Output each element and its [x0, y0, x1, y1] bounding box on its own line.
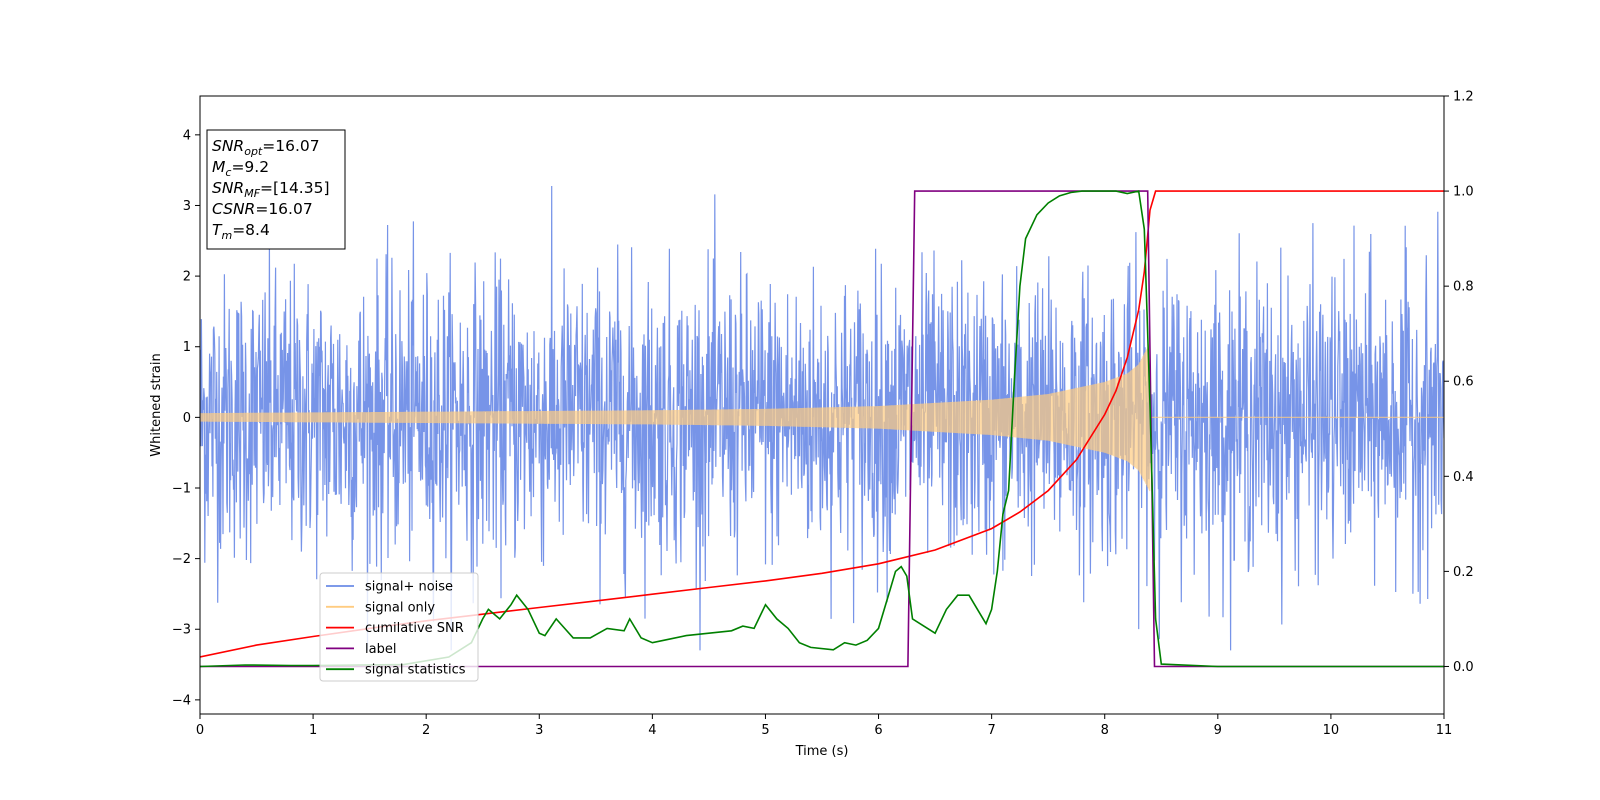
- y-tick-label: 2: [183, 270, 191, 285]
- x-tick-label: 0: [196, 723, 204, 738]
- y2-tick-label: 0.6: [1453, 375, 1474, 390]
- y-tick-label: 3: [183, 199, 191, 214]
- y2-tick-label: 1.2: [1453, 90, 1474, 105]
- info-row: SNRopt=16.07: [212, 137, 320, 158]
- info-row: Tm=8.4: [212, 221, 270, 242]
- x-tick-label: 1: [309, 723, 317, 738]
- signal-only-series: [200, 344, 1444, 492]
- x-tick-label: 6: [874, 723, 882, 738]
- y-axis-left: −4 −3 −2 −1 0 1 2 3 4: [172, 128, 200, 708]
- y-axis-label: Whitened strain: [149, 353, 164, 456]
- legend-label: label: [365, 642, 396, 657]
- x-tick-label: 4: [648, 723, 656, 738]
- info-row: CSNR=16.07: [212, 200, 313, 218]
- x-tick-label: 10: [1323, 723, 1340, 738]
- legend-label: signal statistics: [365, 663, 466, 678]
- y-tick-label: −2: [172, 552, 191, 567]
- signal-statistics-series: [200, 190, 1444, 668]
- x-tick-label: 3: [535, 723, 543, 738]
- legend-label: signal only: [365, 600, 435, 615]
- y-axis-right: 0.0 0.2 0.4 0.6 0.8 1.0 1.2: [1444, 90, 1474, 675]
- info-box: SNRopt=16.07Mc=9.2SNRMF=[14.35]CSNR=16.0…: [206, 129, 346, 250]
- legend-label: cumilative SNR: [365, 621, 464, 636]
- legend-label: signal+ noise: [365, 580, 453, 595]
- x-tick-label: 2: [422, 723, 430, 738]
- y-tick-label: −1: [172, 481, 191, 496]
- x-tick-label: 11: [1436, 723, 1453, 738]
- y-tick-label: 1: [183, 340, 191, 355]
- y2-tick-label: 0.4: [1453, 470, 1474, 485]
- signal-plus-noise-series: [200, 185, 1444, 651]
- info-row: SNRMF=[14.35]: [212, 179, 330, 200]
- y-tick-label: 4: [183, 128, 191, 143]
- x-axis-label: Time (s): [795, 744, 849, 759]
- info-row: Mc=9.2: [212, 158, 269, 179]
- y2-tick-label: 0.2: [1453, 565, 1474, 580]
- plot-frame: [199, 95, 1445, 715]
- x-tick-label: 5: [761, 723, 769, 738]
- x-tick-label: 8: [1101, 723, 1109, 738]
- y-tick-label: −3: [172, 623, 191, 638]
- x-tick-label: 7: [987, 723, 995, 738]
- y2-tick-label: 0.8: [1453, 280, 1474, 295]
- x-tick-label: 9: [1214, 723, 1222, 738]
- legend: signal+ noise signal only cumilative SNR la…: [319, 572, 479, 682]
- y-tick-label: 0: [183, 411, 191, 426]
- x-axis: 0 1 2 3 4 5 6 7 8 9 10 11: [196, 714, 1452, 738]
- y2-tick-label: 0.0: [1453, 660, 1474, 675]
- y2-tick-label: 1.0: [1453, 185, 1474, 200]
- y-tick-label: −4: [172, 693, 191, 708]
